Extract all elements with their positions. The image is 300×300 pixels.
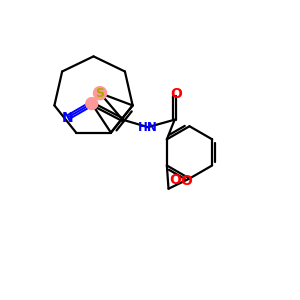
Text: O: O [170, 87, 182, 101]
Text: O: O [169, 173, 181, 187]
Text: HN: HN [138, 121, 158, 134]
Text: N: N [62, 111, 74, 124]
Circle shape [94, 87, 106, 100]
Circle shape [86, 98, 98, 110]
Text: S: S [95, 87, 104, 100]
Text: O: O [181, 174, 192, 188]
